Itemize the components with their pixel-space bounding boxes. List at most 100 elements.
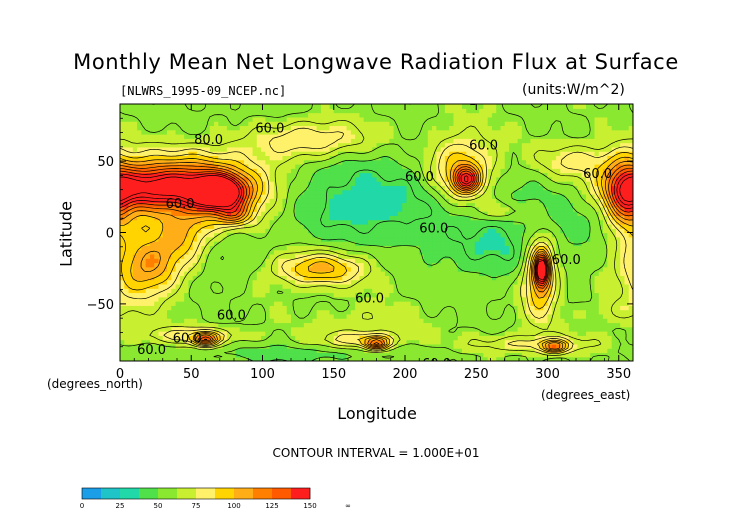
heatmap-cell [248,232,254,238]
heatmap-cell [547,202,553,208]
heatmap-cell [607,331,613,336]
heatmap-cell [162,253,168,259]
heatmap-cell [312,202,318,208]
heatmap-cell [611,236,617,242]
heatmap-cell [556,275,561,281]
heatmap-cell [444,241,450,246]
heatmap-cell [483,258,489,264]
heatmap-cell [474,309,480,315]
heatmap-cell [239,301,245,306]
heatmap-cell [410,258,416,264]
heatmap-cell [175,211,181,216]
heatmap-cell [376,348,382,354]
heatmap-cell [406,271,412,276]
heatmap-cell [222,343,228,349]
heatmap-cell [432,206,437,212]
heatmap-cell [355,198,361,204]
heatmap-cell [504,275,510,281]
heatmap-cell [303,215,309,221]
heatmap-cell [457,331,463,336]
heatmap-cell [607,215,613,221]
heatmap-cell [380,288,386,294]
heatmap-cell [457,202,463,208]
heatmap-cell [252,228,258,234]
heatmap-cell [585,301,591,306]
heatmap-cell [504,198,510,204]
heatmap-cell [504,266,510,272]
heatmap-cell [624,211,630,216]
heatmap-cell [329,322,335,328]
heatmap-cell [214,211,219,216]
heatmap-cell [564,245,570,251]
heatmap-cell [308,206,313,212]
heatmap-cell [500,322,506,328]
heatmap-cell [248,275,254,281]
heatmap-cell [491,335,497,341]
heatmap-cell [402,292,408,298]
heatmap-cell [410,232,416,238]
heatmap-cell [218,356,224,361]
heatmap-cell [436,352,442,358]
heatmap-cell [316,228,322,234]
heatmap-cell [449,305,455,311]
heatmap-cell [397,348,403,354]
heatmap-cell [372,236,378,242]
heatmap-cell [534,296,540,302]
heatmap-cell [303,271,309,276]
heatmap-cell [470,211,476,216]
heatmap-cell [226,322,232,328]
heatmap-cell [410,193,416,199]
heatmap-cell [573,305,579,311]
heatmap-cell [286,352,292,358]
heatmap-cell [449,206,455,212]
heatmap-cell [389,356,395,361]
heatmap-cell [209,198,215,204]
heatmap-cell [149,228,155,234]
heatmap-cell [333,215,339,221]
heatmap-cell [320,313,326,319]
heatmap-cell [436,258,442,264]
heatmap-cell [261,253,266,259]
heatmap-cell [316,283,322,289]
heatmap-cell [513,343,519,349]
heatmap-cell [474,339,480,345]
heatmap-cell [577,288,583,294]
heatmap-cell [436,271,442,276]
heatmap-cell [530,305,536,311]
heatmap-cell [329,356,335,361]
heatmap-cell [432,322,437,328]
heatmap-cell [261,309,266,315]
heatmap-cell [457,279,463,285]
heatmap-cell [466,296,472,302]
heatmap-cell [209,305,215,311]
heatmap-cell [231,305,237,311]
heatmap-cell [355,206,361,212]
heatmap-cell [282,296,288,302]
heatmap-cell [175,206,181,212]
heatmap-cell [231,288,237,294]
heatmap-cell [231,356,237,361]
heatmap-cell [342,292,348,298]
heatmap-cell [573,313,579,319]
heatmap-cell [299,348,305,354]
heatmap-cell [628,279,633,285]
heatmap-cell [346,185,352,191]
heatmap-cell [149,288,155,294]
heatmap-cell [299,189,305,195]
heatmap-cell [158,331,164,336]
heatmap-cell [581,271,587,276]
heatmap-cell [303,211,309,216]
heatmap-cell [120,236,125,242]
heatmap-cell [543,206,549,212]
heatmap-cell [440,262,446,268]
heatmap-cell [124,283,130,289]
heatmap-cell [124,215,130,221]
heatmap-cell [479,318,484,324]
heatmap-cell [466,266,472,272]
heatmap-cell [265,288,271,294]
heatmap-cell [538,236,544,242]
heatmap-cell [338,219,343,225]
heatmap-cell [487,241,493,246]
heatmap-cell [222,305,228,311]
heatmap-cell [239,313,245,319]
